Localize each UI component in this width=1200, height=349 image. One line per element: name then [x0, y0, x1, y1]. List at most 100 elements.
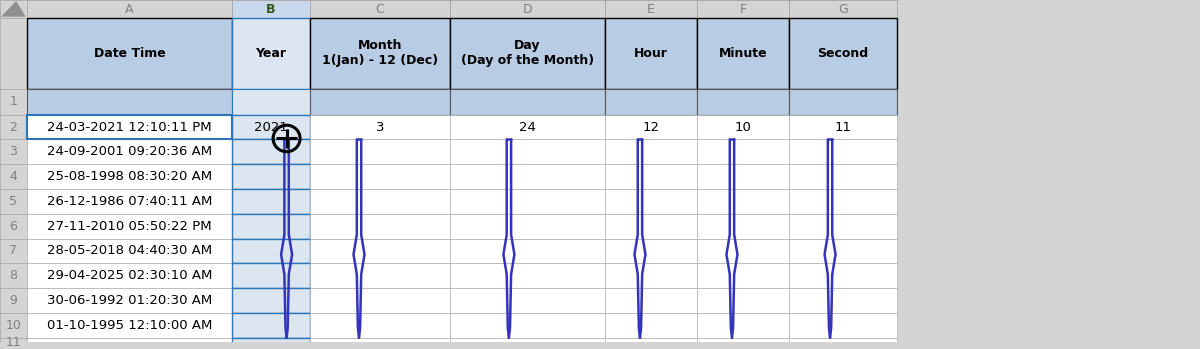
Bar: [605, 239, 697, 263]
Bar: [697, 189, 790, 214]
Bar: [28, 263, 232, 288]
Bar: [697, 114, 790, 140]
Bar: [232, 114, 310, 140]
Bar: [605, 338, 697, 348]
Bar: [310, 239, 450, 263]
Bar: [0, 239, 28, 263]
Text: 9: 9: [10, 294, 18, 307]
Polygon shape: [1, 1, 25, 17]
Text: 10: 10: [734, 120, 751, 134]
Bar: [310, 114, 450, 140]
Bar: [28, 239, 232, 263]
Bar: [232, 140, 310, 164]
Bar: [28, 114, 232, 140]
Bar: [232, 313, 310, 338]
Bar: [232, 239, 310, 263]
Bar: [28, 214, 232, 239]
Bar: [0, 0, 896, 18]
Bar: [232, 164, 310, 189]
Text: 5: 5: [10, 195, 18, 208]
Bar: [0, 114, 28, 140]
Bar: [0, 164, 28, 189]
Bar: [790, 189, 896, 214]
Bar: [0, 140, 28, 164]
Bar: [605, 263, 697, 288]
Bar: [0, 263, 28, 288]
Text: 2021: 2021: [254, 120, 288, 134]
Text: 30-06-1992 01:20:30 AM: 30-06-1992 01:20:30 AM: [47, 294, 212, 307]
Text: Day
(Day of the Month): Day (Day of the Month): [461, 39, 594, 67]
Bar: [28, 0, 232, 18]
Bar: [310, 140, 450, 164]
Bar: [450, 313, 605, 338]
Bar: [450, 0, 605, 18]
Bar: [697, 164, 790, 189]
Bar: [0, 89, 28, 114]
Bar: [28, 313, 232, 338]
Text: 10: 10: [6, 319, 22, 332]
Text: 24-09-2001 09:20:36 AM: 24-09-2001 09:20:36 AM: [47, 145, 212, 158]
Bar: [790, 263, 896, 288]
Text: 1: 1: [10, 95, 18, 108]
Bar: [450, 140, 605, 164]
Bar: [605, 0, 697, 18]
Bar: [28, 189, 232, 214]
Bar: [310, 189, 450, 214]
Bar: [697, 214, 790, 239]
Bar: [697, 140, 790, 164]
Text: 26-12-1986 07:40:11 AM: 26-12-1986 07:40:11 AM: [47, 195, 212, 208]
Bar: [605, 89, 697, 114]
Bar: [450, 338, 605, 348]
Bar: [697, 263, 790, 288]
Bar: [790, 214, 896, 239]
Text: F: F: [739, 2, 746, 16]
Bar: [790, 313, 896, 338]
Bar: [232, 89, 310, 114]
Bar: [450, 263, 605, 288]
Text: 11: 11: [834, 120, 852, 134]
Bar: [450, 189, 605, 214]
Bar: [697, 18, 790, 89]
Bar: [0, 18, 28, 89]
Text: Minute: Minute: [719, 47, 767, 60]
Bar: [232, 288, 310, 313]
Bar: [605, 114, 697, 140]
Bar: [790, 140, 896, 164]
Text: 6: 6: [10, 220, 18, 233]
Bar: [232, 18, 310, 89]
Bar: [697, 239, 790, 263]
Bar: [450, 18, 605, 89]
Bar: [450, 114, 605, 140]
Bar: [310, 338, 450, 348]
Bar: [790, 288, 896, 313]
Text: 01-10-1995 12:10:00 AM: 01-10-1995 12:10:00 AM: [47, 319, 212, 332]
Bar: [450, 89, 605, 114]
Text: 3: 3: [10, 145, 18, 158]
Bar: [310, 263, 450, 288]
Text: 7: 7: [10, 245, 18, 258]
Bar: [310, 18, 450, 89]
Text: 29-04-2025 02:30:10 AM: 29-04-2025 02:30:10 AM: [47, 269, 212, 282]
Bar: [0, 313, 28, 338]
Bar: [605, 140, 697, 164]
Bar: [790, 164, 896, 189]
Bar: [697, 338, 790, 348]
Bar: [450, 164, 605, 189]
Bar: [450, 239, 605, 263]
Bar: [0, 214, 28, 239]
Bar: [310, 0, 450, 18]
Text: 28-05-2018 04:40:30 AM: 28-05-2018 04:40:30 AM: [47, 245, 212, 258]
Text: Hour: Hour: [634, 47, 668, 60]
Bar: [697, 288, 790, 313]
Bar: [450, 288, 605, 313]
Bar: [450, 214, 605, 239]
Text: Second: Second: [817, 47, 869, 60]
Text: 4: 4: [10, 170, 18, 183]
Bar: [0, 288, 28, 313]
Bar: [697, 0, 790, 18]
Text: 8: 8: [10, 269, 18, 282]
Bar: [605, 214, 697, 239]
Text: 12: 12: [642, 120, 660, 134]
Text: 3: 3: [376, 120, 384, 134]
Bar: [790, 114, 896, 140]
